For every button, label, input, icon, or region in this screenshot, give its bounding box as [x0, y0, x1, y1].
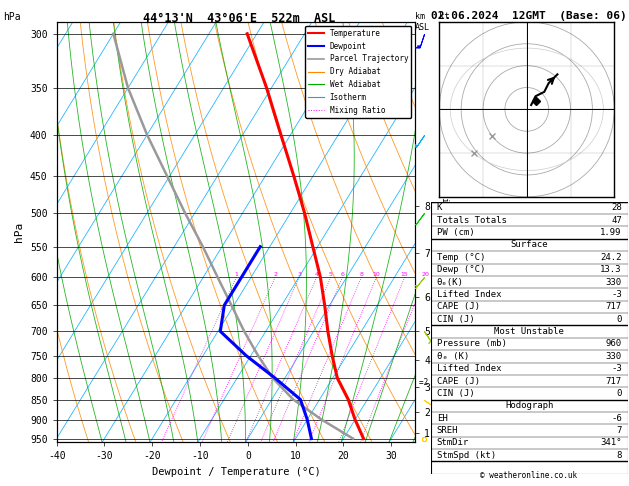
Text: Pressure (mb): Pressure (mb) [437, 339, 506, 348]
Text: CAPE (J): CAPE (J) [437, 302, 480, 312]
Text: 0: 0 [616, 389, 622, 398]
Text: 717: 717 [606, 302, 622, 312]
Text: 02.06.2024  12GMT  (Base: 06): 02.06.2024 12GMT (Base: 06) [431, 11, 626, 21]
Text: 7: 7 [616, 426, 622, 435]
Text: -3: -3 [611, 364, 622, 373]
Text: SREH: SREH [437, 426, 459, 435]
Text: 6: 6 [340, 272, 345, 277]
Text: 44°13'N  43°06'E  522m  ASL: 44°13'N 43°06'E 522m ASL [143, 12, 335, 25]
Text: 0: 0 [616, 315, 622, 324]
Text: =2 LCL: =2 LCL [419, 378, 447, 387]
Text: CIN (J): CIN (J) [437, 315, 474, 324]
Legend: Temperature, Dewpoint, Parcel Trajectory, Dry Adiabat, Wet Adiabat, Isotherm, Mi: Temperature, Dewpoint, Parcel Trajectory… [305, 26, 411, 118]
Text: Lifted Index: Lifted Index [437, 364, 501, 373]
Text: StmSpd (kt): StmSpd (kt) [437, 451, 496, 460]
Y-axis label: Mixing Ratio (g/kg): Mixing Ratio (g/kg) [440, 181, 450, 283]
Text: 960: 960 [606, 339, 622, 348]
Text: θₑ (K): θₑ (K) [437, 352, 469, 361]
Text: © weatheronline.co.uk: © weatheronline.co.uk [480, 471, 577, 480]
Text: 13.3: 13.3 [600, 265, 622, 274]
Text: Surface: Surface [511, 241, 548, 249]
Text: kt: kt [439, 12, 450, 21]
Text: 10: 10 [372, 272, 381, 277]
Text: -3: -3 [611, 290, 622, 299]
Text: 8: 8 [359, 272, 364, 277]
Text: CIN (J): CIN (J) [437, 389, 474, 398]
Text: θₑ(K): θₑ(K) [437, 278, 464, 287]
Text: 3: 3 [297, 272, 301, 277]
Text: Dewp (°C): Dewp (°C) [437, 265, 485, 274]
Text: km
ASL: km ASL [415, 12, 430, 32]
Text: 341°: 341° [600, 438, 622, 448]
Text: 28: 28 [611, 203, 622, 212]
Text: 330: 330 [606, 278, 622, 287]
Text: Lifted Index: Lifted Index [437, 290, 501, 299]
Text: 24.2: 24.2 [600, 253, 622, 262]
Text: 4: 4 [314, 272, 319, 277]
Y-axis label: hPa: hPa [14, 222, 25, 242]
Text: StmDir: StmDir [437, 438, 469, 448]
Text: Most Unstable: Most Unstable [494, 327, 564, 336]
Text: 1.99: 1.99 [600, 228, 622, 237]
Text: 15: 15 [401, 272, 408, 277]
Text: 20: 20 [421, 272, 429, 277]
Text: K: K [437, 203, 442, 212]
Text: hPa: hPa [3, 12, 21, 22]
Text: Hodograph: Hodograph [505, 401, 554, 410]
Text: 5: 5 [329, 272, 333, 277]
Text: 717: 717 [606, 377, 622, 385]
Text: 2: 2 [273, 272, 277, 277]
X-axis label: Dewpoint / Temperature (°C): Dewpoint / Temperature (°C) [152, 467, 320, 477]
Text: Temp (°C): Temp (°C) [437, 253, 485, 262]
Text: 47: 47 [611, 216, 622, 225]
Text: 330: 330 [606, 352, 622, 361]
Text: Totals Totals: Totals Totals [437, 216, 506, 225]
Text: -6: -6 [611, 414, 622, 423]
Text: 1: 1 [235, 272, 238, 277]
Text: 8: 8 [616, 451, 622, 460]
Text: EH: EH [437, 414, 447, 423]
Text: PW (cm): PW (cm) [437, 228, 474, 237]
Text: CAPE (J): CAPE (J) [437, 377, 480, 385]
